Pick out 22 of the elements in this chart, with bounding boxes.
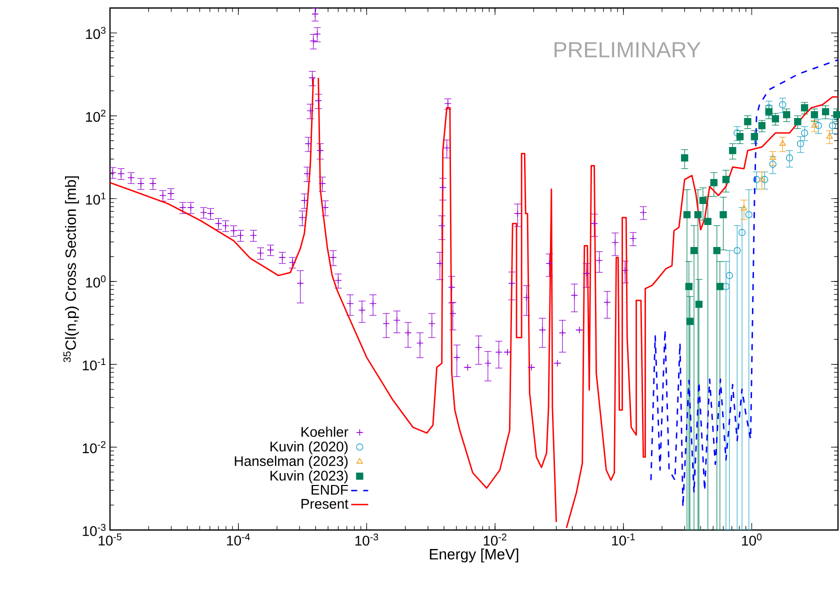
x-tick-label: 10$^{-3}$ (355, 534, 378, 546)
y-tick-label: 10$^{1}$ (86, 192, 106, 205)
x-tick-label: 10$^{-5}$ (98, 534, 122, 546)
y-tick-label: 10$^{-1}$ (82, 358, 106, 370)
x-tick-label: 10$^{-2}$ (484, 534, 506, 546)
legend-label: Present (302, 499, 348, 509)
legend-label: Hanselman (2023) (234, 456, 348, 469)
x-tick-label: 10$^{0}$ (742, 534, 762, 546)
y-tick-label: 10$^{-2}$ (82, 441, 106, 454)
y-tick-label: 10$^{2}$ (86, 110, 106, 122)
y-tick-label: 10$^{-3}$ (82, 524, 106, 536)
x-axis-title: Energy [MeV] (430, 548, 518, 562)
legend-label: Koehler (302, 426, 348, 437)
y-tick-label: 10$^{0}$ (86, 275, 106, 288)
x-tick-label: 10$^{-1}$ (612, 534, 635, 546)
legend-label: Kuvin (2023) (270, 470, 348, 484)
y-axis-title: $^{35}$Cl(n,p) Cross Section [mb] (63, 176, 79, 362)
legend-label: ENDF (312, 484, 348, 495)
y-tick-label: 10$^{3}$ (86, 26, 106, 40)
annotation: PRELIMINARY (554, 42, 700, 58)
x-tick-label: 10$^{-4}$ (227, 534, 250, 546)
legend-label: Kuvin (2020) (270, 441, 348, 454)
